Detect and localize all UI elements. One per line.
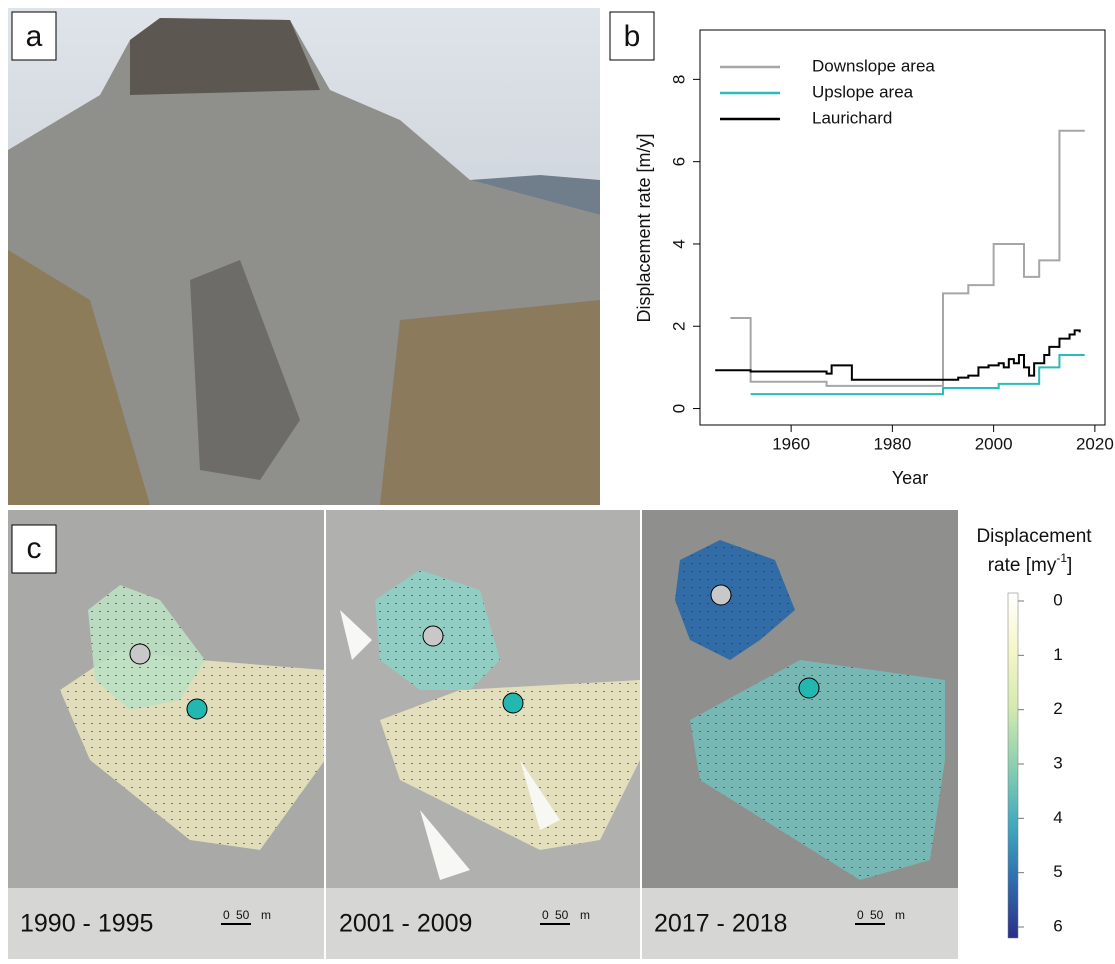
panel-label-box [11,524,57,574]
series-line [730,129,1085,387]
colorbar-tick-label: 6 [1053,916,1062,935]
x-axis-label: Year [892,468,928,488]
colorbar-tick-label: 5 [1053,862,1062,881]
colorbar [1007,592,1019,939]
scale-zero: 0 [542,908,549,922]
series-line [715,329,1081,381]
panel-label: a [26,20,43,53]
colorbar-superscript: -1 [1056,551,1067,565]
series-line [750,354,1085,396]
scale-fifty: 50 [236,908,250,922]
scale-fifty: 50 [555,908,569,922]
legend-label: Laurichard [812,108,892,127]
x-tick-label: 2020 [1076,434,1114,453]
plot-frame [699,29,1106,426]
panel-label-box [11,11,57,61]
legend-label: Upslope area [812,82,914,101]
scale-zero: 0 [223,908,230,922]
x-tick-label: 2000 [975,434,1013,453]
scale-unit: m [261,908,271,922]
y-tick-label: 4 [669,239,688,248]
y-tick-label: 0 [669,404,688,413]
colorbar-title: Displacement [976,526,1092,547]
scale-zero: 0 [857,908,864,922]
colorbar-tick-label: 1 [1053,645,1062,664]
colorbar-suffix: ] [1067,555,1072,576]
colorbar-tick-label: 4 [1053,808,1062,827]
y-axis-label: Displacement rate [m/y] [634,133,654,322]
plot: 1960 1980 2000 2020 0 2 4 6 8 Downslope area Upslo… [669,29,1114,453]
colorbar-tick-label: 3 [1053,753,1062,772]
map-period: 2001 - 2009 [339,910,472,938]
maps [8,510,958,959]
y-tick-label: 8 [669,75,688,84]
colorbar-ticks: 0 1 2 3 4 5 6 [1018,590,1063,935]
legend-label: Downslope area [812,56,935,75]
x-tick-label: 1960 [772,434,810,453]
map-period: 1990 - 1995 [20,910,153,938]
colorbar-title: rate [my-1] [988,551,1073,576]
panel-label: b [624,20,641,53]
colorbar-tick-label: 2 [1053,699,1062,718]
panel-label-box [609,11,655,61]
colorbar-tick-label: 0 [1053,590,1062,609]
y-tick-label: 6 [669,157,688,166]
panel-label: c [27,532,42,565]
colorbar-title-text: rate [my [988,555,1057,576]
x-tick-label: 1980 [873,434,911,453]
photo [8,8,600,505]
y-tick-label: 2 [669,322,688,331]
scale-unit: m [580,908,590,922]
scale-fifty: 50 [870,908,884,922]
map-period: 2017 - 2018 [654,910,787,938]
scale-unit: m [895,908,905,922]
map-captions: 1990 - 1995 0 50 m 2001 - 2009 0 50 m 2017 - 201… [20,908,905,937]
